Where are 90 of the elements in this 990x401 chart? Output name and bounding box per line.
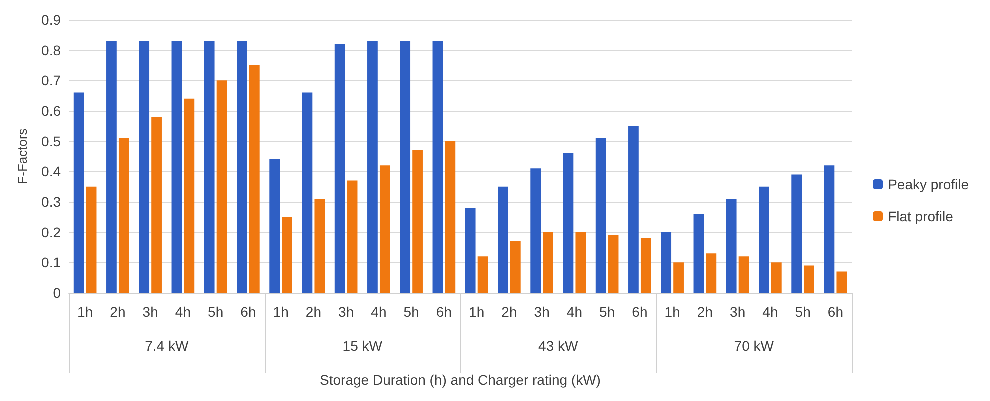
x-tick-label: 3h bbox=[730, 304, 746, 320]
x-tick-label: 6h bbox=[632, 304, 648, 320]
bar bbox=[74, 92, 84, 293]
bar bbox=[118, 138, 130, 293]
bar bbox=[804, 266, 814, 293]
bar bbox=[510, 241, 521, 293]
bar bbox=[661, 232, 672, 293]
bar bbox=[204, 41, 215, 293]
x-tick-label: 2h bbox=[306, 304, 322, 320]
x-tick-label: 2h bbox=[502, 304, 518, 320]
bar bbox=[249, 66, 260, 293]
y-tick-label: 0.3 bbox=[42, 194, 62, 210]
y-tick-label: 0.5 bbox=[42, 133, 62, 150]
x-tick-label: 2h bbox=[697, 304, 713, 320]
x-tick-label: 4h bbox=[175, 304, 191, 320]
x-axis-title: Storage Duration (h) and Charger rating (kW) bbox=[320, 372, 601, 388]
x-tick-label: 4h bbox=[371, 304, 387, 320]
bar bbox=[576, 232, 586, 293]
bar bbox=[282, 217, 292, 293]
bar bbox=[139, 41, 150, 293]
bar bbox=[530, 168, 542, 293]
y-tick-label: 0.4 bbox=[42, 164, 62, 180]
y-tick-label: 0.2 bbox=[42, 224, 62, 240]
bar bbox=[152, 117, 162, 293]
bar bbox=[706, 254, 717, 293]
bar bbox=[726, 198, 737, 293]
text: 7.4 kW bbox=[145, 338, 190, 354]
x-tick-label: 1h bbox=[78, 304, 94, 320]
bar bbox=[270, 160, 280, 293]
legend-label: Peaky profile bbox=[888, 176, 970, 192]
bar bbox=[543, 232, 554, 293]
y-tick-label: 0 bbox=[53, 285, 62, 301]
bar bbox=[836, 272, 848, 293]
bar bbox=[498, 186, 508, 293]
bar bbox=[465, 208, 476, 293]
bar bbox=[771, 262, 782, 293]
x-tick-label: 5h bbox=[600, 304, 616, 320]
bar bbox=[674, 262, 684, 293]
bar bbox=[314, 198, 326, 293]
bar bbox=[237, 41, 248, 293]
y-tick-label: 0.1 bbox=[42, 254, 62, 271]
x-tick-label: 3h bbox=[142, 304, 158, 320]
bar bbox=[824, 166, 835, 293]
bar bbox=[86, 186, 97, 293]
y-axis-title: F-Factors bbox=[15, 128, 30, 184]
bar bbox=[759, 186, 770, 293]
text: 43 kW bbox=[538, 338, 579, 354]
x-tick-label: 5h bbox=[404, 304, 420, 320]
bar bbox=[368, 41, 378, 293]
bar bbox=[216, 80, 228, 293]
text: 70 kW bbox=[734, 338, 775, 354]
bar bbox=[334, 44, 346, 293]
bar bbox=[628, 126, 639, 293]
x-tick-label: 5h bbox=[208, 304, 224, 320]
y-tick-label: 0.9 bbox=[42, 12, 62, 28]
bar bbox=[445, 141, 456, 293]
bar bbox=[380, 166, 390, 293]
bar bbox=[302, 92, 313, 293]
x-tick-label: 1h bbox=[664, 304, 680, 320]
x-tick-label: 5h bbox=[795, 304, 811, 320]
bar bbox=[347, 180, 358, 293]
bar bbox=[738, 256, 750, 293]
x-tick-label: 1h bbox=[273, 304, 289, 320]
bar bbox=[172, 41, 182, 293]
x-tick-label: 3h bbox=[338, 304, 354, 320]
y-tick-label: 0.7 bbox=[42, 72, 62, 89]
x-tick-label: 1h bbox=[469, 304, 485, 320]
bar bbox=[563, 153, 574, 293]
bar bbox=[608, 235, 619, 293]
y-tick-label: 0.6 bbox=[42, 103, 62, 119]
bar bbox=[640, 238, 652, 293]
bar bbox=[184, 98, 195, 293]
bar bbox=[106, 41, 117, 293]
x-tick-label: 6h bbox=[436, 304, 452, 320]
legend-label: Flat profile bbox=[888, 208, 954, 224]
x-tick-label: 4h bbox=[762, 304, 778, 320]
bar bbox=[694, 214, 704, 293]
bar bbox=[596, 138, 606, 293]
x-tick-label: 4h bbox=[566, 304, 582, 320]
y-tick-label: 0.8 bbox=[42, 42, 62, 58]
x-tick-label: 3h bbox=[534, 304, 550, 320]
x-tick-label: 6h bbox=[240, 304, 256, 320]
bar bbox=[432, 41, 444, 293]
bar bbox=[400, 41, 411, 293]
bar bbox=[412, 150, 423, 293]
x-tick-label: 2h bbox=[110, 304, 126, 320]
text: 15 kW bbox=[342, 338, 384, 354]
x-tick-label: 6h bbox=[828, 304, 844, 320]
bar bbox=[792, 174, 802, 293]
bar bbox=[478, 256, 488, 293]
